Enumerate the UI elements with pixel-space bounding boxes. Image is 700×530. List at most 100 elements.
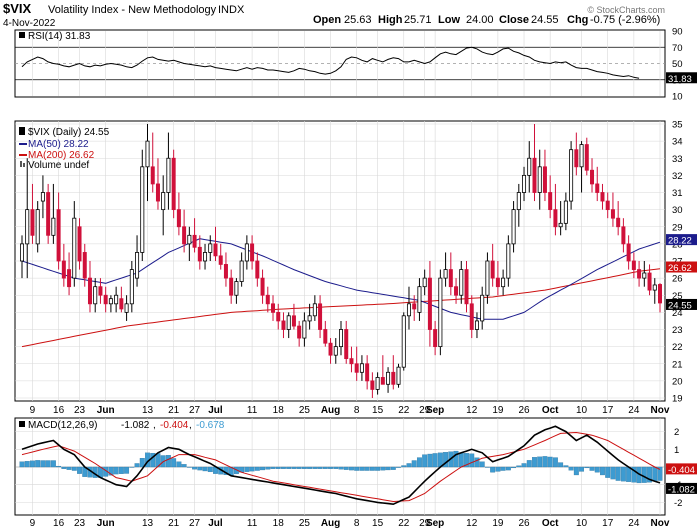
instrument-name: Volatility Index - New Methodology [48, 4, 217, 16]
candle-body [616, 217, 621, 228]
candle [260, 269, 265, 304]
high-value: 25.71 [404, 14, 432, 26]
candle-body [46, 192, 51, 236]
candle-body [197, 246, 202, 262]
volume-legend-label: Volume undef [28, 160, 89, 171]
histogram-bar [443, 452, 449, 468]
candle-body [25, 209, 30, 245]
candle-body [412, 303, 417, 310]
candle [145, 124, 150, 202]
candle-body [61, 260, 66, 279]
rsi-line [21, 46, 640, 79]
candle-body [203, 252, 208, 262]
rsi-series [21, 46, 640, 79]
candle [203, 243, 208, 270]
x-tick-9: 9 [30, 518, 36, 529]
candle [391, 355, 396, 390]
histogram-bar [464, 453, 469, 468]
price-tick-26: 26 [672, 274, 683, 285]
candle-body [244, 243, 249, 262]
candle [323, 320, 328, 347]
histogram-bar [322, 466, 328, 469]
candle [406, 286, 411, 330]
histogram-bar [584, 466, 590, 469]
histogram-bar [249, 466, 255, 472]
candle [490, 243, 495, 287]
candle-body [56, 209, 61, 262]
candle-body [448, 269, 453, 288]
macd-tick--2: -2 [674, 498, 682, 509]
candle-body [422, 277, 427, 288]
candle [103, 286, 108, 313]
histogram-bar [615, 466, 621, 481]
histogram-bar [50, 460, 56, 468]
macd-legend: MACD(12,26,9) -1.082 , -0.404 , -0.678 [19, 420, 225, 431]
rsi-tick-90: 90 [672, 27, 683, 38]
candle [548, 175, 553, 219]
candle-body [485, 260, 490, 296]
x-tick-Jun: Jun [97, 405, 115, 416]
candle [119, 286, 124, 313]
x-tick-17: 17 [602, 518, 614, 529]
x-tick-23: 23 [74, 405, 86, 416]
candle-body [354, 363, 359, 373]
x-tick-15: 15 [372, 518, 384, 529]
x-tick-10: 10 [576, 518, 588, 529]
histogram-bar [171, 458, 177, 468]
histogram-bar [186, 466, 192, 468]
candle-body [129, 269, 134, 305]
candle [532, 124, 537, 202]
ma50-series [21, 238, 661, 320]
candle [98, 278, 103, 304]
candle-body [72, 217, 77, 279]
candle [537, 149, 542, 210]
x-tick-Nov: Nov [651, 405, 670, 416]
price-tick-25: 25 [672, 291, 683, 302]
candle-body [344, 329, 349, 360]
x-tick-22: 22 [398, 405, 410, 416]
candle-body [406, 303, 411, 317]
ma200-last-value-bg [666, 261, 697, 273]
histogram-bar [610, 466, 616, 480]
candle-body [490, 260, 495, 279]
candle-body [87, 277, 92, 305]
histogram-bar [458, 452, 464, 468]
candle-body [338, 329, 343, 348]
histogram-bar [505, 466, 511, 471]
candle-body [30, 209, 35, 236]
candle [401, 312, 406, 371]
candle-body [647, 272, 652, 291]
candle [427, 261, 432, 347]
macd-last-value-bg [666, 482, 697, 494]
histogram-bar [542, 456, 548, 468]
x-tick-11: 11 [247, 518, 258, 529]
candle-body [229, 277, 234, 296]
histogram-bar [176, 461, 182, 468]
last-value-labels: 31.83 28.22 26.62 24.55 -0.404 -1.082 [666, 72, 697, 495]
price-legend: $VIX (Daily) 24.55 MA(50) 28.22 MA(200) … [19, 127, 110, 171]
candle [187, 226, 192, 261]
candle-body [255, 260, 260, 279]
candle [197, 235, 202, 270]
rsi-y-ticks: 9070503010 [672, 27, 683, 103]
rsi-grid [15, 46, 665, 81]
candle-body [401, 315, 406, 368]
macd-value: -1.082 [121, 420, 150, 431]
candle-body [516, 192, 521, 211]
x-tick-Sep: Sep [426, 405, 444, 416]
candle-body [600, 192, 605, 202]
close-last-value: 24.55 [668, 300, 692, 311]
x-tick-16: 16 [53, 518, 65, 529]
candle [229, 269, 234, 304]
x-tick-29: 29 [419, 518, 431, 529]
candle-body [77, 226, 82, 262]
histogram-bar [129, 466, 135, 468]
candle [637, 261, 642, 287]
histogram-bar [495, 466, 501, 472]
histogram-bar [652, 466, 658, 482]
x-tick-17: 17 [602, 405, 614, 416]
candle [302, 312, 307, 347]
candle [365, 355, 370, 390]
x-tick-Jul: Jul [208, 518, 223, 529]
histogram-bar [647, 466, 652, 483]
